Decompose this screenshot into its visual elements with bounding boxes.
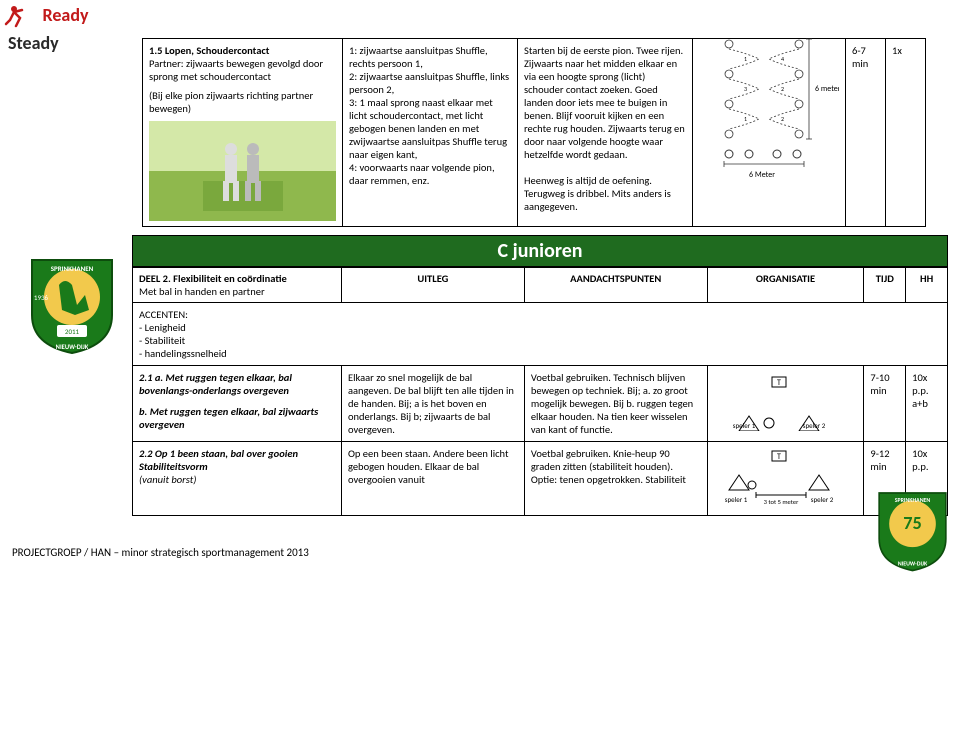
col-tijd: TIJD	[864, 268, 906, 303]
row1-tijd: 7-10 min	[864, 366, 906, 442]
svg-text:T: T	[777, 452, 781, 462]
ready-steady-logo: Ready Steady	[4, 4, 89, 54]
exercise-table-1: 1.5 Lopen, Schoudercontact Partner: zijw…	[142, 38, 926, 227]
accent-1: - Lenigheid	[139, 321, 186, 334]
ex1-tijd: 6-7 min	[846, 39, 886, 227]
c-junioren-header: C junioren	[132, 235, 948, 267]
ex1-hh: 1x	[886, 39, 926, 227]
svg-text:NIEUW-DIJK: NIEUW-DIJK	[898, 560, 928, 568]
svg-text:3 tot 5 meter: 3 tot 5 meter	[763, 498, 798, 506]
svg-text:1936: 1936	[34, 293, 49, 302]
col-uitleg: UITLEG	[341, 268, 524, 303]
exercise-1-5-block: 1.5 Lopen, Schoudercontact Partner: zijw…	[142, 38, 948, 227]
svg-text:6 Meter: 6 Meter	[749, 170, 775, 179]
deel2-title: DEEL 2. Flexibiliteit en coördinatie	[139, 272, 287, 285]
club-shield-bottom-right: SPRINKHANEN 75 NIEUW-DIJK	[875, 488, 950, 573]
ex1-title: 1.5 Lopen, Schoudercontact	[149, 44, 336, 57]
row2-sub2: (vanuit borst)	[139, 473, 335, 486]
accent-3: - handelingssnelheid	[139, 347, 227, 360]
row1-title-b: b. Met ruggen tegen elkaar, bal zijwaart…	[139, 405, 335, 431]
svg-text:2011: 2011	[65, 327, 80, 336]
row1-title-a: 2.1 a. Met ruggen tegen elkaar, bal bove…	[139, 371, 335, 397]
ex1-aandacht: Starten bij de eerste pion. Twee rijen. …	[518, 39, 693, 227]
svg-text:speler 2: speler 2	[802, 421, 825, 430]
logo-ready: Ready	[43, 4, 89, 26]
row2-uitleg: Op een been staan. Andere been licht geb…	[341, 442, 524, 516]
svg-text:2: 2	[781, 85, 784, 93]
runner-icon	[4, 4, 36, 32]
ex1-uitleg: 1: zijwaartse aansluitpas Shuffle, recht…	[343, 39, 518, 227]
col-hh: HH	[906, 268, 948, 303]
row1-diagram: T speler 1 speler 2	[714, 371, 858, 434]
accenten-label: ACCENTEN:	[139, 308, 188, 321]
svg-text:T: T	[777, 378, 781, 388]
accent-2: - Stabiliteit	[139, 334, 185, 347]
svg-text:4: 4	[781, 55, 784, 63]
svg-text:SPRINKHANEN: SPRINKHANEN	[895, 496, 931, 504]
exercise-photo-placeholder	[149, 121, 336, 221]
club-shield-left: SPRINKHANEN 1936 2011 NIEUW-DIJK	[12, 235, 132, 355]
svg-text:2: 2	[781, 115, 784, 123]
logo-steady: Steady	[8, 32, 89, 54]
svg-text:1: 1	[744, 115, 747, 123]
svg-text:NIEUW-DIJK: NIEUW-DIJK	[56, 343, 89, 351]
section-c-junioren: SPRINKHANEN 1936 2011 NIEUW-DIJK C junio…	[12, 235, 948, 516]
deel2-table: DEEL 2. Flexibiliteit en coördinatie Met…	[132, 267, 948, 516]
col-aandacht: AANDACHTSPUNTEN	[524, 268, 707, 303]
ex1-subtitle: Partner: zijwaarts bewegen gevolgd door …	[149, 57, 336, 83]
svg-text:speler 1: speler 1	[732, 421, 755, 430]
col-organisatie: ORGANISATIE	[707, 268, 864, 303]
row2-title: 2.2 Op 1 been staan, bal over gooien	[139, 447, 335, 460]
svg-text:75: 75	[903, 512, 922, 534]
ex1-note: (Bij elke pion zijwaarts richting partne…	[149, 89, 336, 115]
row2-aand: Voetbal gebruiken. Knie-heup 90 graden z…	[524, 442, 707, 516]
row1-hh: 10x p.p. a+b	[906, 366, 948, 442]
deel2-sub: Met bal in handen en partner	[139, 285, 265, 298]
svg-text:3: 3	[744, 85, 747, 93]
svg-text:speler 2: speler 2	[810, 495, 833, 504]
svg-text:SPRINKHANEN: SPRINKHANEN	[51, 264, 94, 273]
row1-uitleg: Elkaar zo snel mogelijk de bal aangeven.…	[341, 366, 524, 442]
svg-text:speler 1: speler 1	[724, 495, 747, 504]
row2-sub1: Stabiliteitsvorm	[139, 460, 335, 473]
footer-text: PROJECTGROEP / HAN – minor strategisch s…	[12, 546, 948, 559]
row2-diagram: T speler 1 3 tot 5 meter speler 2	[714, 447, 858, 510]
row1-aand: Voetbal gebruiken. Technisch blijven bew…	[524, 366, 707, 442]
svg-text:6 meter: 6 meter	[815, 84, 839, 94]
accenten-cell: ACCENTEN: - Lenigheid - Stabiliteit - ha…	[133, 303, 948, 366]
svg-text:1: 1	[744, 55, 747, 63]
ex1-diagram: 14 32 12 6 meter 6 Meter	[699, 44, 839, 164]
